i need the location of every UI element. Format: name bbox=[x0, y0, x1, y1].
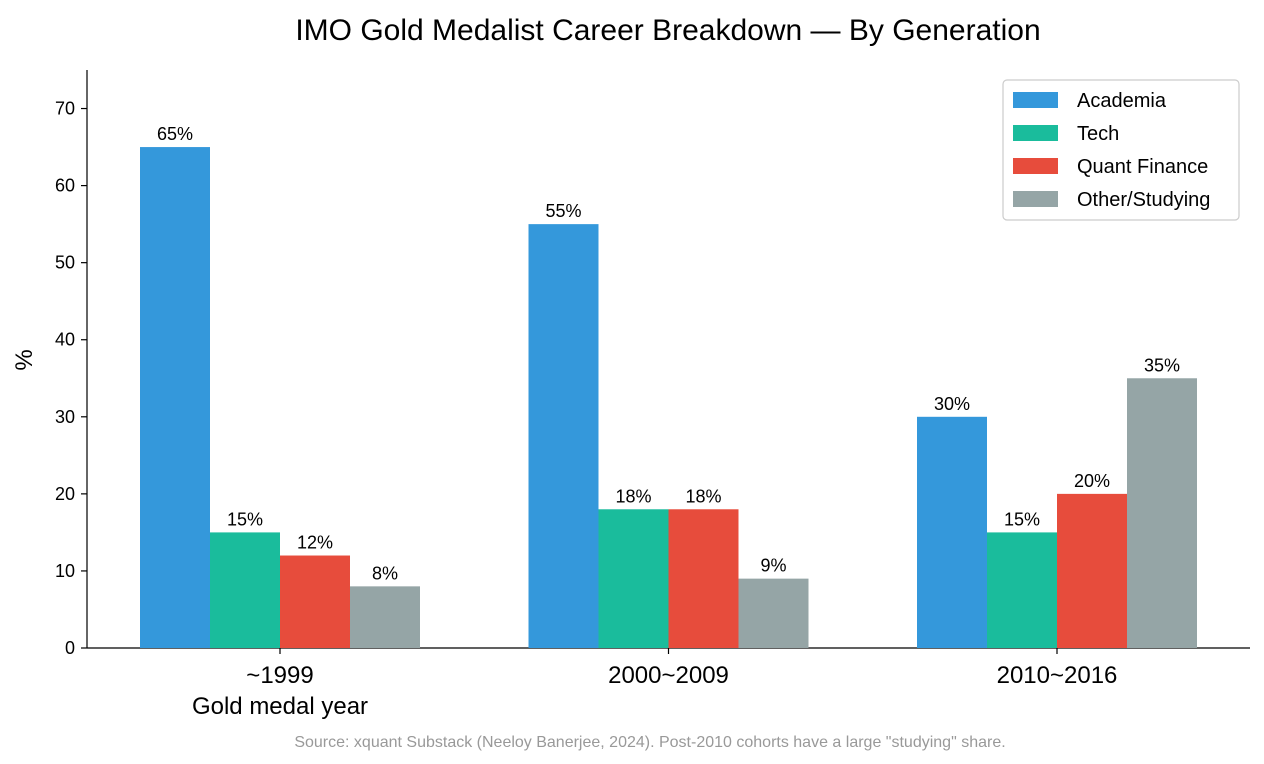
legend-swatch bbox=[1013, 158, 1058, 174]
legend-label: Tech bbox=[1077, 123, 1119, 145]
bar-academia bbox=[528, 224, 599, 648]
legend: Academia Tech Quant Finance Other/Studying bbox=[1002, 79, 1240, 221]
bar-quant-finance bbox=[1057, 493, 1127, 648]
bar-value-label: 12% bbox=[297, 533, 333, 553]
bar-value-label: 35% bbox=[1144, 355, 1180, 375]
bar-value-label: 18% bbox=[685, 486, 721, 506]
y-tick-label: 40 bbox=[55, 330, 75, 350]
x-category-label: ~1999 bbox=[246, 662, 313, 689]
x-category-label: 2000~2009 bbox=[608, 662, 729, 689]
bar-value-label: 8% bbox=[372, 563, 398, 583]
bar-value-label: 55% bbox=[545, 201, 581, 221]
bar-value-label: 15% bbox=[227, 509, 263, 529]
bar-value-label: 20% bbox=[1074, 471, 1110, 491]
legend-swatch bbox=[1013, 125, 1058, 141]
bar-quant-finance bbox=[668, 509, 739, 648]
y-tick-label: 50 bbox=[55, 253, 75, 273]
bar-value-label: 15% bbox=[1004, 509, 1040, 529]
bar-value-label: 30% bbox=[934, 394, 970, 414]
legend-swatch bbox=[1013, 191, 1058, 207]
bar-quant-finance bbox=[280, 555, 350, 648]
y-tick-label: 0 bbox=[65, 638, 75, 658]
y-tick-label: 30 bbox=[55, 407, 75, 427]
y-tick-label: 60 bbox=[55, 176, 75, 196]
x-axis-label: Gold medal year bbox=[192, 693, 368, 720]
source-note: Source: xquant Substack (Neeloy Banerjee… bbox=[294, 734, 1005, 751]
chart-title: IMO Gold Medalist Career Breakdown — By … bbox=[295, 14, 1040, 47]
bar-academia bbox=[917, 416, 987, 648]
legend-label: Quant Finance bbox=[1077, 156, 1208, 178]
legend-swatch bbox=[1013, 92, 1058, 108]
legend-label: Academia bbox=[1077, 90, 1167, 112]
y-axis-label: % bbox=[11, 349, 38, 370]
legend-box bbox=[1002, 79, 1240, 221]
bar-tech bbox=[210, 532, 280, 648]
y-tick-label: 10 bbox=[55, 561, 75, 581]
bar-tech bbox=[598, 509, 669, 648]
x-category-label: 2010~2016 bbox=[997, 662, 1118, 689]
bar-academia bbox=[140, 147, 210, 649]
legend-label: Other/Studying bbox=[1077, 189, 1210, 211]
y-tick-label: 20 bbox=[55, 484, 75, 504]
bar-other-studying bbox=[738, 578, 809, 648]
bar-other-studying bbox=[350, 586, 420, 648]
bar-value-label: 65% bbox=[157, 124, 193, 144]
plot-area: 0 10 20 30 40 50 60 70 ~1999 65% 15% 12% 8% 2000~2009… bbox=[55, 70, 1250, 689]
y-tick-label: 70 bbox=[55, 99, 75, 119]
bar-value-label: 9% bbox=[760, 556, 786, 576]
bar-value-label: 18% bbox=[615, 486, 651, 506]
bar-tech bbox=[987, 532, 1057, 648]
bar-other-studying bbox=[1127, 378, 1197, 648]
